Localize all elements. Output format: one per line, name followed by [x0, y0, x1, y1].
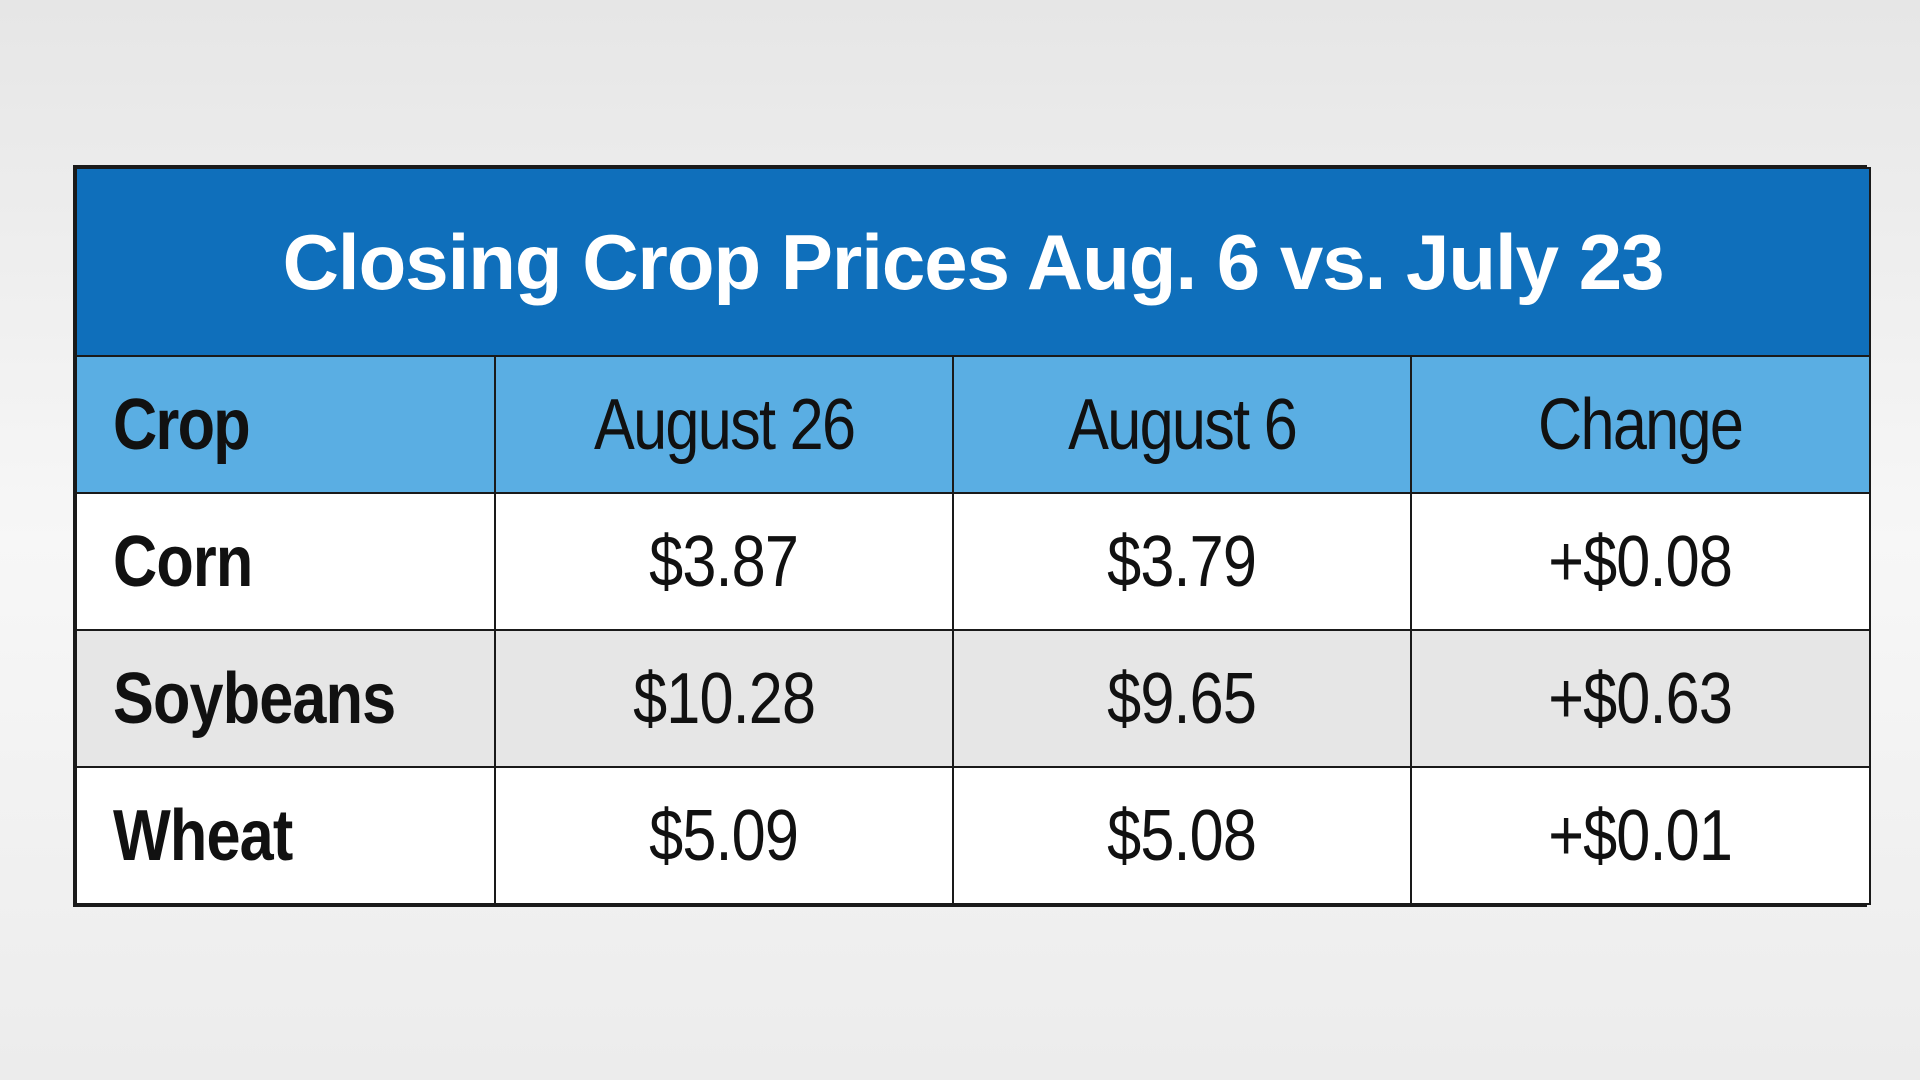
table-cell: +$0.08	[1409, 492, 1872, 631]
table-cell: Soybeans	[75, 629, 496, 768]
table-cell: Corn	[75, 492, 496, 631]
header-cell-text: Crop	[113, 384, 251, 465]
header-cell-text: August 6	[1068, 384, 1298, 465]
table-cell: $9.65	[952, 629, 1412, 768]
table-cell: $10.28	[494, 629, 954, 768]
table-cell-text: $5.09	[649, 795, 800, 876]
header-cell: August 26	[494, 355, 954, 494]
table-cell: +$0.63	[1409, 629, 1872, 768]
table-cell: $3.87	[494, 492, 954, 631]
table-cell: $5.09	[494, 766, 954, 905]
header-cell-text: Change	[1538, 384, 1744, 465]
table-row: Soybeans $10.28 $9.65 +$0.63	[75, 629, 1872, 768]
table-cell-text: Corn	[113, 521, 253, 602]
price-table-card: Closing Crop Prices Aug. 6 vs. July 23 C…	[73, 165, 1872, 907]
title-text: Closing Crop Prices Aug. 6 vs. July 23	[282, 217, 1665, 306]
table-cell: $5.08	[952, 766, 1412, 905]
table-title: Closing Crop Prices Aug. 6 vs. July 23	[74, 167, 1872, 357]
header-row: Crop August 26 August 6 Change	[75, 355, 1872, 494]
header-cell: Change	[1409, 355, 1872, 494]
table-cell-text: $3.87	[649, 521, 800, 602]
table-cell: $3.79	[952, 492, 1412, 631]
table-cell-text: Wheat	[113, 795, 293, 876]
header-cell: August 6	[952, 355, 1412, 494]
table-row: Corn $3.87 $3.79 +$0.08	[75, 492, 1872, 631]
table-row: Wheat $5.09 $5.08 +$0.01	[75, 766, 1872, 905]
table-cell-text: +$0.01	[1548, 795, 1734, 876]
table-cell: Wheat	[75, 766, 496, 905]
table-body: Corn $3.87 $3.79 +$0.08 Soybeans $10.28 $9.65 +…	[75, 492, 1872, 905]
table-cell-text: $10.28	[632, 658, 816, 739]
table-cell-text: $9.65	[1107, 658, 1258, 739]
price-table: Closing Crop Prices Aug. 6 vs. July 23 C…	[74, 167, 1872, 905]
table-cell-text: Soybeans	[113, 658, 396, 739]
table-cell-text: $5.08	[1107, 795, 1258, 876]
table-cell-text: +$0.08	[1548, 521, 1734, 602]
header-cell: Crop	[75, 355, 496, 494]
title-row: Closing Crop Prices Aug. 6 vs. July 23	[74, 167, 1872, 357]
header-cell-text: August 26	[593, 384, 856, 465]
table-cell-text: $3.79	[1107, 521, 1258, 602]
table-cell: +$0.01	[1409, 766, 1872, 905]
table-cell-text: +$0.63	[1548, 658, 1734, 739]
